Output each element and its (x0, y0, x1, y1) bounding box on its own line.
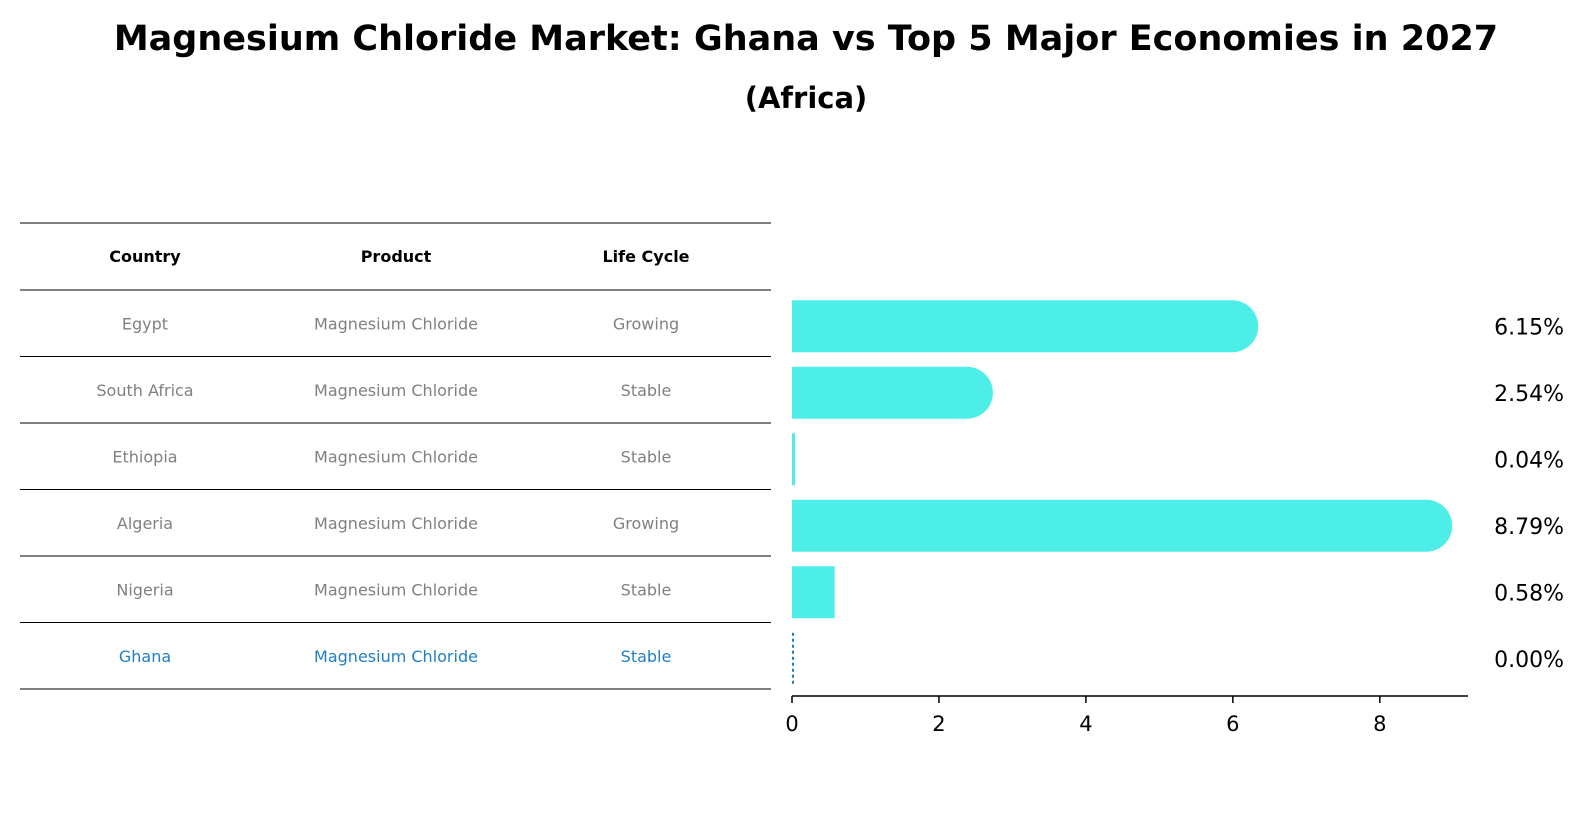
x-tick-label: 8 (1373, 712, 1386, 736)
cell-country: Ghana (119, 647, 171, 666)
cell-product: Magnesium Chloride (314, 514, 478, 533)
table-row: South Africa Magnesium Chloride Stable (96, 381, 671, 400)
cell-life-cycle: Stable (621, 580, 672, 599)
header-product: Product (361, 247, 432, 266)
x-axis: 0 2 4 6 8 (785, 695, 1468, 736)
cell-life-cycle: Stable (621, 381, 672, 400)
bar-nigeria (792, 566, 835, 619)
header-life-cycle: Life Cycle (602, 247, 689, 266)
cell-life-cycle: Growing (613, 314, 679, 333)
bar-value-label: 0.04% (1494, 448, 1564, 473)
cell-country: Egypt (122, 314, 168, 333)
cell-country: South Africa (96, 381, 193, 400)
bar-algeria (792, 499, 1453, 552)
chart-title: Magnesium Chloride Market: Ghana vs Top … (114, 19, 1498, 59)
cell-life-cycle: Stable (621, 447, 672, 466)
cell-product: Magnesium Chloride (314, 314, 478, 333)
cell-product: Magnesium Chloride (314, 381, 478, 400)
x-tick-label: 2 (932, 712, 945, 736)
cell-country: Nigeria (116, 580, 173, 599)
table-row: Ethiopia Magnesium Chloride Stable (112, 447, 671, 466)
table-row: Ghana Magnesium Chloride Stable (119, 647, 671, 666)
cell-product: Magnesium Chloride (314, 447, 478, 466)
table-row: Nigeria Magnesium Chloride Stable (116, 580, 671, 599)
bar-value-label: 0.58% (1494, 581, 1564, 606)
cell-product: Magnesium Chloride (314, 647, 478, 666)
table-row: Algeria Magnesium Chloride Growing (117, 514, 679, 533)
bar-value-label: 0.00% (1494, 648, 1564, 673)
bar-south-africa (792, 366, 993, 419)
cell-country: Ethiopia (112, 447, 177, 466)
x-tick-label: 6 (1226, 712, 1239, 736)
cell-life-cycle: Stable (621, 647, 672, 666)
x-tick-label: 0 (785, 712, 798, 736)
bar-ethiopia (792, 433, 795, 486)
chart-subtitle: (Africa) (745, 81, 868, 115)
header-country: Country (109, 247, 181, 266)
bar-value-label: 6.15% (1494, 315, 1564, 340)
cell-life-cycle: Growing (613, 514, 679, 533)
data-table: Country Product Life Cycle Egypt Magnesium C… (20, 222, 771, 690)
cell-product: Magnesium Chloride (314, 580, 478, 599)
bar-value-label: 2.54% (1494, 382, 1564, 407)
bar-egypt (792, 300, 1259, 353)
table-row: Egypt Magnesium Chloride Growing (122, 314, 679, 333)
x-tick-label: 4 (1079, 712, 1092, 736)
bar-value-label: 8.79% (1494, 515, 1564, 540)
bar-chart: 6.15% 2.54% 0.04% 8.79% 0.58% 0.00% (792, 300, 1564, 685)
cell-country: Algeria (117, 514, 173, 533)
